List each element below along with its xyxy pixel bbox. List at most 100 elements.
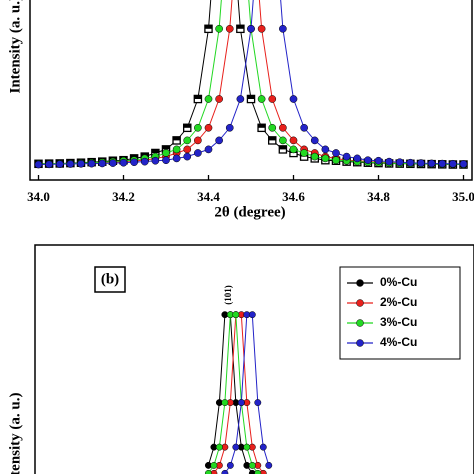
data-point	[321, 154, 330, 163]
data-point	[34, 160, 43, 169]
data-point	[342, 152, 351, 161]
data-point	[215, 24, 223, 33]
data-point	[353, 154, 362, 163]
data-point	[268, 95, 277, 103]
data-point	[204, 95, 213, 103]
data-point	[221, 469, 229, 474]
data-point	[210, 461, 218, 469]
data-point	[279, 123, 287, 132]
data-point	[257, 24, 266, 33]
data-point	[172, 154, 181, 163]
data-point	[215, 443, 223, 451]
data-point	[204, 145, 213, 154]
data-point	[119, 158, 128, 167]
data-point	[289, 136, 298, 145]
data-point	[321, 145, 330, 154]
data-point	[215, 95, 223, 103]
data-point	[254, 469, 262, 474]
data-point	[395, 158, 404, 167]
legend-marker	[356, 299, 364, 307]
marker-half	[173, 136, 181, 141]
data-point	[417, 159, 425, 167]
marker-half	[183, 124, 191, 128]
data-point	[265, 461, 273, 469]
data-point	[300, 149, 308, 157]
y-axis-label: Intensity (a. u.)	[7, 392, 23, 474]
data-point	[427, 159, 436, 168]
data-point	[98, 159, 107, 168]
legend-marker	[356, 339, 364, 347]
data-point	[225, 123, 234, 132]
plot-frame	[29, 0, 473, 181]
data-point	[183, 136, 192, 145]
data-point	[385, 157, 393, 166]
peak-annotation: (101)	[223, 285, 233, 305]
legend-label: 4%-Cu	[380, 335, 417, 349]
marker-half	[247, 95, 255, 99]
data-point	[66, 160, 75, 168]
marker-half	[236, 25, 244, 29]
data-point	[459, 160, 468, 168]
data-point	[45, 160, 53, 169]
data-point	[310, 136, 319, 145]
data-point	[236, 95, 245, 103]
data-point	[279, 136, 287, 145]
data-point	[243, 443, 251, 451]
y-axis-label: Intensity (a. u.)	[7, 0, 23, 94]
plot-area	[34, 0, 468, 169]
data-point	[87, 159, 96, 168]
data-point	[130, 158, 138, 167]
data-point	[449, 159, 457, 168]
data-point	[204, 469, 212, 474]
data-point	[162, 149, 170, 157]
data-point	[332, 149, 340, 157]
series-line	[207, 314, 254, 474]
marker-half	[162, 145, 170, 150]
data-point	[254, 399, 262, 407]
data-point	[289, 145, 298, 154]
legend-label: 3%-Cu	[380, 315, 417, 329]
data-point	[300, 123, 308, 132]
data-point	[279, 24, 287, 33]
series-line	[207, 314, 260, 474]
data-point	[364, 156, 372, 165]
series-line	[212, 314, 265, 474]
x-tick-label: 34.2	[112, 189, 135, 204]
legend-marker	[356, 279, 364, 287]
data-point	[204, 123, 213, 132]
data-point	[226, 461, 234, 469]
data-point	[259, 443, 267, 451]
data-point	[183, 145, 192, 154]
data-point	[55, 160, 64, 169]
data-point	[232, 443, 240, 451]
x-tick-label: 35.0	[452, 189, 474, 204]
data-point	[215, 136, 223, 145]
plot-frame	[34, 244, 474, 474]
plot-area	[204, 311, 273, 474]
marker-half	[151, 149, 159, 153]
data-point	[225, 24, 234, 33]
data-point	[151, 156, 160, 165]
marker-half	[258, 124, 266, 128]
panel-label: (b)	[101, 271, 119, 287]
data-point	[77, 159, 85, 168]
x-axis-label: 2θ (degree)	[214, 204, 285, 220]
data-point	[172, 145, 181, 154]
series-line	[223, 314, 270, 474]
data-point	[162, 156, 170, 165]
marker-half	[268, 136, 276, 141]
data-point	[247, 24, 255, 33]
data-point	[194, 123, 202, 132]
marker-half	[204, 25, 213, 29]
data-point	[268, 123, 277, 132]
series-line	[38, 0, 464, 166]
data-point	[232, 311, 240, 319]
data-point	[332, 156, 340, 165]
x-tick-label: 34.4	[197, 189, 220, 204]
data-point	[289, 95, 298, 103]
data-point	[194, 149, 202, 157]
data-point	[257, 95, 266, 103]
data-point	[248, 311, 256, 319]
